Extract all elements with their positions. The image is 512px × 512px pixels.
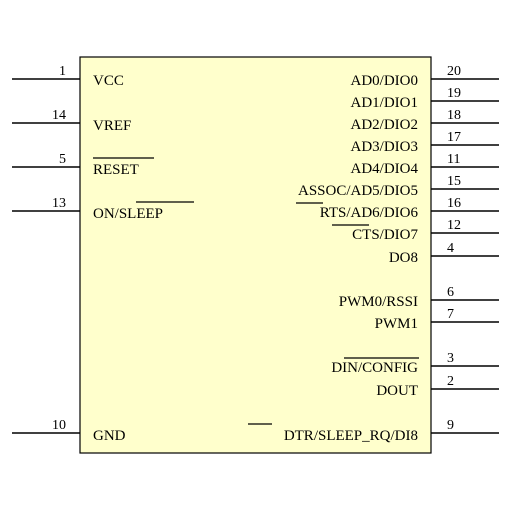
pin-number-2: 2 bbox=[447, 374, 454, 389]
pin-number-1: 1 bbox=[59, 64, 66, 79]
pin-label-vref: VREF bbox=[93, 118, 131, 134]
pin-label-on-sleep: ON/SLEEP bbox=[93, 206, 163, 222]
pin-number-18: 18 bbox=[447, 108, 461, 123]
pin-number-19: 19 bbox=[447, 86, 461, 101]
pin-label-dtr-sleep-rq-di8: DTR/SLEEP_RQ/DI8 bbox=[284, 428, 418, 444]
pin-number-20: 20 bbox=[447, 64, 461, 79]
pin-number-9: 9 bbox=[447, 418, 454, 433]
chip-body bbox=[79, 56, 432, 454]
pin-label-ad3-dio3: AD3/DIO3 bbox=[351, 139, 419, 155]
pin-label-ad2-dio2: AD2/DIO2 bbox=[351, 117, 419, 133]
pin-number-12: 12 bbox=[447, 218, 461, 233]
pin-label-vcc: VCC bbox=[93, 73, 124, 89]
pin-number-6: 6 bbox=[447, 285, 454, 300]
pin-label-cts-dio7: CTS/DIO7 bbox=[352, 227, 418, 243]
pin-number-11: 11 bbox=[447, 152, 460, 167]
pin-number-15: 15 bbox=[447, 174, 461, 189]
pin-number-3: 3 bbox=[447, 351, 454, 366]
pin-label-reset: RESET bbox=[93, 162, 139, 178]
pin-label-din-config: DIN/CONFIG bbox=[331, 360, 418, 376]
pin-number-4: 4 bbox=[447, 241, 454, 256]
pin-number-13: 13 bbox=[52, 196, 66, 211]
pin-number-17: 17 bbox=[447, 130, 461, 145]
pin-number-7: 7 bbox=[447, 307, 454, 322]
pin-label-dout: DOUT bbox=[376, 383, 418, 399]
pin-number-14: 14 bbox=[52, 108, 66, 123]
pin-label-ad0-dio0: AD0/DIO0 bbox=[351, 73, 419, 89]
pin-label-assoc-ad5-dio5: ASSOC/AD5/DIO5 bbox=[298, 183, 418, 199]
pin-label-rts-ad6-dio6: RTS/AD6/DIO6 bbox=[320, 205, 419, 221]
pin-label-do8: DO8 bbox=[389, 250, 418, 266]
pin-number-16: 16 bbox=[447, 196, 461, 211]
pin-number-5: 5 bbox=[59, 152, 66, 167]
pin-label-pwm0-rssi: PWM0/RSSI bbox=[339, 294, 418, 310]
pin-label-gnd: GND bbox=[93, 428, 126, 444]
pin-number-10: 10 bbox=[52, 418, 66, 433]
pin-label-pwm1: PWM1 bbox=[375, 316, 418, 332]
pin-label-ad4-dio4: AD4/DIO4 bbox=[351, 161, 419, 177]
pin-label-ad1-dio1: AD1/DIO1 bbox=[351, 95, 419, 111]
